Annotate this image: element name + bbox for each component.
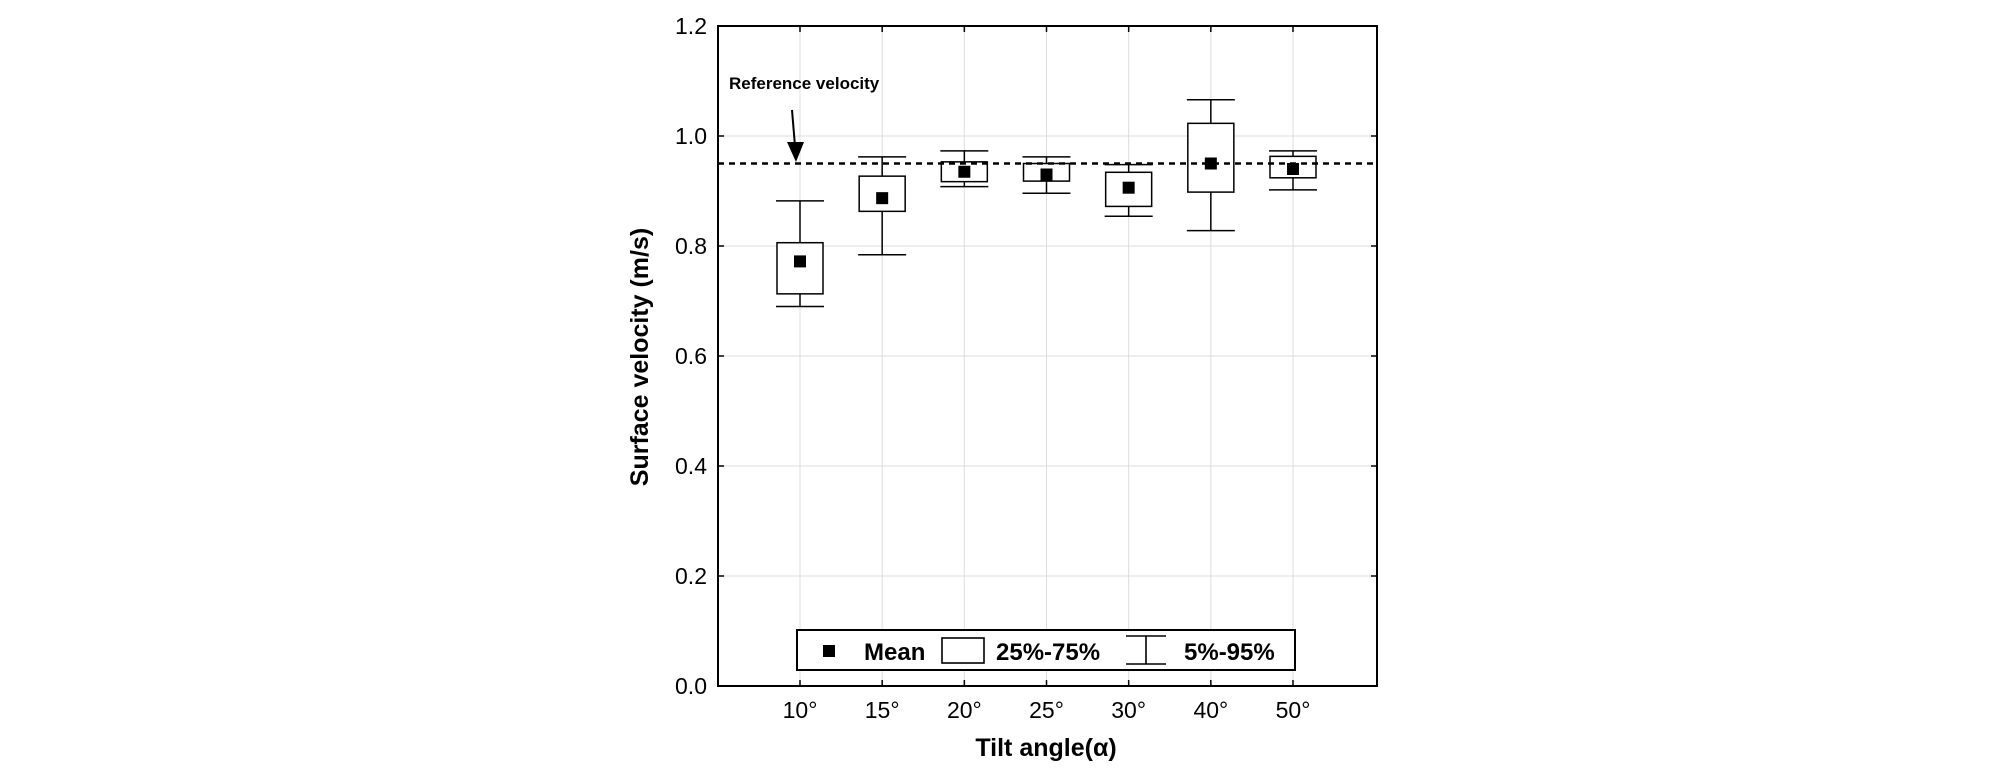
legend-mean-swatch (823, 645, 835, 657)
y-tick-label: 1.0 (675, 123, 707, 149)
mean-marker (1122, 181, 1135, 194)
reference-annotation-label: Reference velocity (729, 74, 880, 93)
annotation-arrow-shaft (791, 109, 796, 147)
x-axis-title: Tilt angle(α) (975, 734, 1116, 762)
legend-label-mean: Mean (864, 639, 925, 666)
legend: Mean 25%-75% 5%-95% (796, 629, 1296, 671)
x-tick-label: 15° (865, 697, 900, 723)
box-group (776, 98, 1317, 308)
y-tick-label: 1.2 (675, 13, 707, 39)
mean-marker (1040, 168, 1053, 181)
legend-box-swatch (941, 637, 985, 664)
mean-marker (1287, 163, 1299, 175)
legend-frame (796, 629, 1296, 671)
y-axis: 0.0 0.2 0.4 0.6 0.8 1.0 1.2 (675, 13, 1377, 699)
grid (718, 26, 1377, 686)
y-tick-label: 0.4 (675, 453, 707, 479)
x-axis: 10° 15° 20° 25° 30° 40° 50° (783, 26, 1311, 723)
mean-marker (876, 192, 889, 205)
x-tick-label: 30° (1111, 697, 1146, 723)
x-tick-label: 20° (947, 697, 982, 723)
legend-label-box: 25%-75% (996, 639, 1100, 666)
legend-label-whisker: 5%-95% (1184, 639, 1275, 666)
y-tick-label: 0.0 (675, 673, 707, 699)
y-axis-title: Surface velocity (m/s) (626, 228, 654, 486)
x-tick-label: 40° (1193, 697, 1228, 723)
y-tick-label: 0.6 (675, 343, 707, 369)
reference-annotation: Reference velocity (729, 74, 880, 162)
annotation-arrow-head (787, 142, 804, 162)
box-iqr (776, 241, 824, 295)
x-tick-label: 10° (783, 697, 818, 723)
legend-whisker-swatch (1126, 635, 1166, 665)
y-tick-label: 0.2 (675, 563, 707, 589)
mean-marker (1204, 157, 1217, 170)
x-tick-label: 50° (1276, 697, 1311, 723)
y-tick-label: 0.8 (675, 233, 707, 259)
mean-marker (958, 165, 971, 178)
x-tick-label: 25° (1029, 697, 1064, 723)
mean-marker (794, 255, 806, 268)
